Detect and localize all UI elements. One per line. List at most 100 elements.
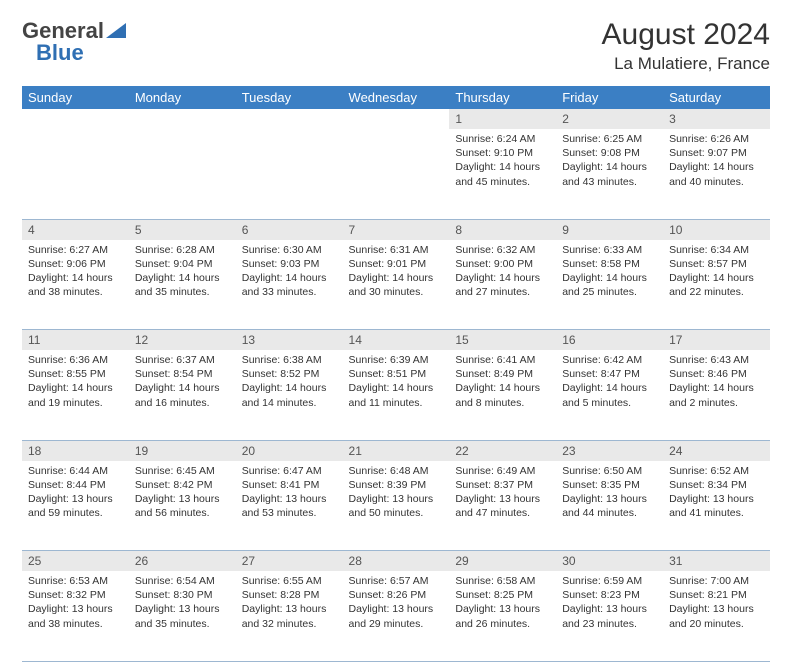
- daylight-text: Daylight: 13 hours and 50 minutes.: [349, 492, 444, 520]
- day-number-cell: [343, 109, 450, 129]
- day-number-cell: 11: [22, 330, 129, 351]
- daylight-text: Daylight: 14 hours and 35 minutes.: [135, 271, 230, 299]
- daylight-text: Daylight: 14 hours and 11 minutes.: [349, 381, 444, 409]
- day-detail-cell: Sunrise: 6:58 AMSunset: 8:25 PMDaylight:…: [449, 571, 556, 661]
- daylight-text: Daylight: 13 hours and 32 minutes.: [242, 602, 337, 630]
- day-detail-cell: [22, 129, 129, 219]
- daylight-text: Daylight: 14 hours and 25 minutes.: [562, 271, 657, 299]
- day-number-cell: 12: [129, 330, 236, 351]
- sunrise-text: Sunrise: 6:37 AM: [135, 353, 230, 367]
- sunrise-text: Sunrise: 6:34 AM: [669, 243, 764, 257]
- day-detail-cell: Sunrise: 6:54 AMSunset: 8:30 PMDaylight:…: [129, 571, 236, 661]
- sunset-text: Sunset: 9:07 PM: [669, 146, 764, 160]
- daylight-text: Daylight: 13 hours and 41 minutes.: [669, 492, 764, 520]
- sunrise-text: Sunrise: 6:43 AM: [669, 353, 764, 367]
- day-number-cell: 4: [22, 219, 129, 240]
- sunset-text: Sunset: 9:10 PM: [455, 146, 550, 160]
- sunrise-text: Sunrise: 6:55 AM: [242, 574, 337, 588]
- sunrise-text: Sunrise: 6:44 AM: [28, 464, 123, 478]
- day-detail-cell: Sunrise: 6:47 AMSunset: 8:41 PMDaylight:…: [236, 461, 343, 551]
- day-detail-cell: Sunrise: 6:26 AMSunset: 9:07 PMDaylight:…: [663, 129, 770, 219]
- sunrise-text: Sunrise: 6:26 AM: [669, 132, 764, 146]
- daylight-text: Daylight: 13 hours and 29 minutes.: [349, 602, 444, 630]
- daylight-text: Daylight: 14 hours and 43 minutes.: [562, 160, 657, 188]
- day-number-cell: [236, 109, 343, 129]
- day-detail-cell: Sunrise: 6:45 AMSunset: 8:42 PMDaylight:…: [129, 461, 236, 551]
- header: General August 2024 La Mulatiere, France: [22, 18, 770, 74]
- daylight-text: Daylight: 14 hours and 16 minutes.: [135, 381, 230, 409]
- sunset-text: Sunset: 8:49 PM: [455, 367, 550, 381]
- day-number-cell: 13: [236, 330, 343, 351]
- day-detail-cell: Sunrise: 6:44 AMSunset: 8:44 PMDaylight:…: [22, 461, 129, 551]
- day-number-cell: [22, 109, 129, 129]
- day-detail-cell: Sunrise: 7:00 AMSunset: 8:21 PMDaylight:…: [663, 571, 770, 661]
- month-title: August 2024: [602, 18, 770, 52]
- day-detail-cell: Sunrise: 6:31 AMSunset: 9:01 PMDaylight:…: [343, 240, 450, 330]
- sunrise-text: Sunrise: 7:00 AM: [669, 574, 764, 588]
- day-header: Tuesday: [236, 86, 343, 109]
- daylight-text: Daylight: 13 hours and 26 minutes.: [455, 602, 550, 630]
- day-header: Friday: [556, 86, 663, 109]
- sunset-text: Sunset: 8:32 PM: [28, 588, 123, 602]
- daylight-text: Daylight: 14 hours and 8 minutes.: [455, 381, 550, 409]
- daylight-text: Daylight: 14 hours and 27 minutes.: [455, 271, 550, 299]
- daylight-text: Daylight: 14 hours and 40 minutes.: [669, 160, 764, 188]
- sunset-text: Sunset: 8:30 PM: [135, 588, 230, 602]
- sunset-text: Sunset: 9:08 PM: [562, 146, 657, 160]
- sunrise-text: Sunrise: 6:32 AM: [455, 243, 550, 257]
- day-detail-cell: Sunrise: 6:43 AMSunset: 8:46 PMDaylight:…: [663, 350, 770, 440]
- day-number-cell: 22: [449, 440, 556, 461]
- day-detail-cell: Sunrise: 6:55 AMSunset: 8:28 PMDaylight:…: [236, 571, 343, 661]
- title-block: August 2024 La Mulatiere, France: [602, 18, 770, 74]
- sunset-text: Sunset: 8:39 PM: [349, 478, 444, 492]
- day-number-cell: 6: [236, 219, 343, 240]
- sunrise-text: Sunrise: 6:42 AM: [562, 353, 657, 367]
- day-header: Wednesday: [343, 86, 450, 109]
- day-number-cell: 24: [663, 440, 770, 461]
- day-number-cell: 31: [663, 551, 770, 572]
- day-number-cell: 3: [663, 109, 770, 129]
- day-detail-cell: Sunrise: 6:42 AMSunset: 8:47 PMDaylight:…: [556, 350, 663, 440]
- sunrise-text: Sunrise: 6:54 AM: [135, 574, 230, 588]
- day-detail-cell: Sunrise: 6:38 AMSunset: 8:52 PMDaylight:…: [236, 350, 343, 440]
- sunrise-text: Sunrise: 6:28 AM: [135, 243, 230, 257]
- daylight-text: Daylight: 13 hours and 59 minutes.: [28, 492, 123, 520]
- day-detail-cell: Sunrise: 6:30 AMSunset: 9:03 PMDaylight:…: [236, 240, 343, 330]
- sunset-text: Sunset: 8:28 PM: [242, 588, 337, 602]
- sunrise-text: Sunrise: 6:57 AM: [349, 574, 444, 588]
- daylight-text: Daylight: 13 hours and 56 minutes.: [135, 492, 230, 520]
- day-detail-cell: Sunrise: 6:41 AMSunset: 8:49 PMDaylight:…: [449, 350, 556, 440]
- sunrise-text: Sunrise: 6:47 AM: [242, 464, 337, 478]
- day-number-cell: 28: [343, 551, 450, 572]
- sunrise-text: Sunrise: 6:41 AM: [455, 353, 550, 367]
- day-detail-cell: [129, 129, 236, 219]
- logo-triangle-icon: [106, 20, 126, 43]
- day-detail-cell: Sunrise: 6:48 AMSunset: 8:39 PMDaylight:…: [343, 461, 450, 551]
- day-detail-cell: Sunrise: 6:36 AMSunset: 8:55 PMDaylight:…: [22, 350, 129, 440]
- sunset-text: Sunset: 8:52 PM: [242, 367, 337, 381]
- sunset-text: Sunset: 8:57 PM: [669, 257, 764, 271]
- day-number-cell: 20: [236, 440, 343, 461]
- sunset-text: Sunset: 8:44 PM: [28, 478, 123, 492]
- sunrise-text: Sunrise: 6:48 AM: [349, 464, 444, 478]
- daylight-text: Daylight: 14 hours and 2 minutes.: [669, 381, 764, 409]
- calendar-table: SundayMondayTuesdayWednesdayThursdayFrid…: [22, 86, 770, 662]
- day-number-cell: 9: [556, 219, 663, 240]
- day-number-cell: 2: [556, 109, 663, 129]
- day-number-cell: 1: [449, 109, 556, 129]
- sunset-text: Sunset: 8:58 PM: [562, 257, 657, 271]
- day-number-cell: 18: [22, 440, 129, 461]
- daylight-text: Daylight: 14 hours and 22 minutes.: [669, 271, 764, 299]
- sunset-text: Sunset: 8:54 PM: [135, 367, 230, 381]
- day-number-cell: 17: [663, 330, 770, 351]
- day-number-cell: 29: [449, 551, 556, 572]
- day-detail-cell: Sunrise: 6:32 AMSunset: 9:00 PMDaylight:…: [449, 240, 556, 330]
- sunrise-text: Sunrise: 6:36 AM: [28, 353, 123, 367]
- sunrise-text: Sunrise: 6:52 AM: [669, 464, 764, 478]
- day-detail-cell: Sunrise: 6:39 AMSunset: 8:51 PMDaylight:…: [343, 350, 450, 440]
- day-number-cell: 27: [236, 551, 343, 572]
- sunrise-text: Sunrise: 6:25 AM: [562, 132, 657, 146]
- day-detail-cell: Sunrise: 6:52 AMSunset: 8:34 PMDaylight:…: [663, 461, 770, 551]
- sunset-text: Sunset: 8:26 PM: [349, 588, 444, 602]
- day-detail-cell: Sunrise: 6:34 AMSunset: 8:57 PMDaylight:…: [663, 240, 770, 330]
